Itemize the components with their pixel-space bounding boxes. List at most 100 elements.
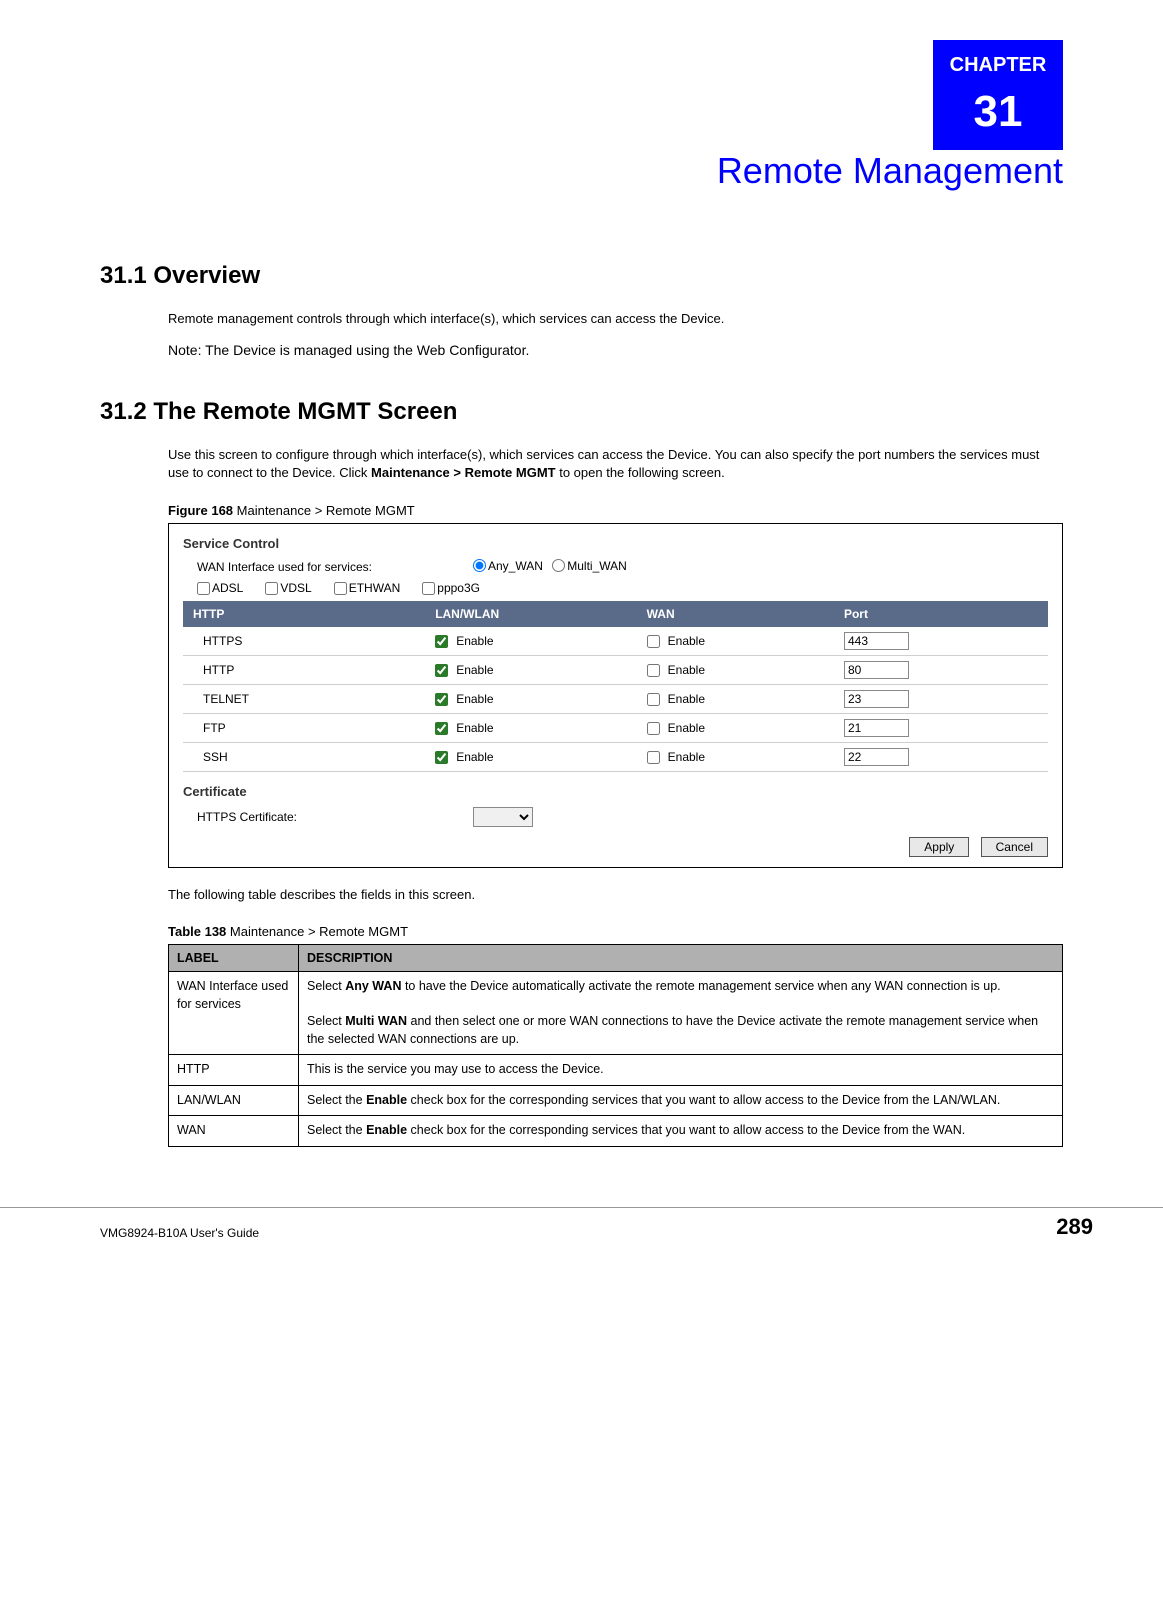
ethwan-check-wrap[interactable]: ETHWAN: [334, 581, 401, 595]
svc-name: SSH: [183, 743, 425, 772]
service-control-title: Service Control: [183, 536, 1048, 551]
ethwan-checkbox[interactable]: [334, 582, 347, 595]
mgmt-para-bold: Maintenance > Remote MGMT: [371, 465, 556, 480]
enable-label: Enable: [668, 721, 705, 735]
enable-label: Enable: [668, 750, 705, 764]
table-row: SSH Enable Enable: [183, 743, 1048, 772]
table-row: LAN/WLAN Select the Enable check box for…: [169, 1085, 1063, 1116]
section-overview-heading: 31.1 Overview: [100, 262, 1063, 290]
lan-enable-checkbox[interactable]: [435, 751, 448, 764]
vdsl-check-wrap[interactable]: VDSL: [265, 581, 311, 595]
desc-label-2: LAN/WLAN: [169, 1085, 299, 1116]
enable-label: Enable: [668, 692, 705, 706]
figure-label-b: Figure 168: [168, 503, 233, 518]
table-row: HTTP Enable Enable: [183, 656, 1048, 685]
pppo3g-check-wrap[interactable]: pppo3G: [422, 581, 480, 595]
desc-th-desc: DESCRIPTION: [299, 945, 1063, 972]
desc-label-0: WAN Interface used for services: [169, 972, 299, 1055]
port-input[interactable]: [844, 632, 909, 650]
adsl-label: ADSL: [212, 581, 243, 595]
ethwan-label: ETHWAN: [349, 581, 401, 595]
chapter-number: 31: [950, 87, 1047, 137]
adsl-checkbox[interactable]: [197, 582, 210, 595]
lan-enable-checkbox[interactable]: [435, 635, 448, 648]
mgmt-para: Use this screen to configure through whi…: [168, 446, 1063, 482]
desc-cell-2: Select the Enable check box for the corr…: [299, 1085, 1063, 1116]
lan-enable-checkbox[interactable]: [435, 722, 448, 735]
cert-label: HTTPS Certificate:: [183, 810, 463, 824]
enable-label: Enable: [456, 721, 493, 735]
table-row: WAN Interface used for services Select A…: [169, 972, 1063, 1055]
enable-label: Enable: [456, 692, 493, 706]
wan-enable-checkbox[interactable]: [647, 693, 660, 706]
any-wan-radio[interactable]: [473, 559, 486, 572]
service-table: HTTP LAN/WLAN WAN Port HTTPS Enable Enab…: [183, 601, 1048, 772]
table-caption: Maintenance > Remote MGMT: [226, 924, 408, 939]
cancel-button[interactable]: Cancel: [981, 837, 1048, 857]
wan-interface-row: WAN Interface used for services: Any_WAN…: [183, 559, 1048, 576]
enable-label: Enable: [668, 663, 705, 677]
enable-label: Enable: [668, 634, 705, 648]
table-row: HTTPS Enable Enable: [183, 627, 1048, 656]
wan-enable-checkbox[interactable]: [647, 664, 660, 677]
table-row: HTTP This is the service you may use to …: [169, 1055, 1063, 1086]
wan-enable-checkbox[interactable]: [647, 635, 660, 648]
vdsl-label: VDSL: [280, 581, 311, 595]
lan-enable-checkbox[interactable]: [435, 664, 448, 677]
mgmt-para-after: to open the following screen.: [556, 465, 725, 480]
svc-name: HTTPS: [183, 627, 425, 656]
chapter-number-badge: CHAPTER 31: [933, 40, 1063, 150]
multi-wan-label: Multi_WAN: [567, 559, 627, 573]
certificate-title: Certificate: [183, 784, 1048, 799]
table-label: Table 138 Maintenance > Remote MGMT: [168, 924, 1063, 939]
overview-note: Note: The Device is managed using the We…: [168, 342, 1063, 358]
proto-check-row: ADSL VDSL ETHWAN pppo3G: [183, 581, 1048, 595]
figure-label: Figure 168 Maintenance > Remote MGMT: [168, 503, 1063, 518]
port-input[interactable]: [844, 690, 909, 708]
remote-mgmt-screenshot: Service Control WAN Interface used for s…: [168, 523, 1063, 869]
wan-enable-checkbox[interactable]: [647, 751, 660, 764]
desc-th-label: LABEL: [169, 945, 299, 972]
cert-select[interactable]: [473, 807, 533, 827]
svc-name: TELNET: [183, 685, 425, 714]
chapter-title: Remote Management: [100, 150, 1063, 192]
lan-enable-checkbox[interactable]: [435, 693, 448, 706]
description-table: LABEL DESCRIPTION WAN Interface used for…: [168, 944, 1063, 1147]
pppo3g-checkbox[interactable]: [422, 582, 435, 595]
section-mgmt-heading: 31.2 The Remote MGMT Screen: [100, 398, 1063, 426]
table-row: WAN Select the Enable check box for the …: [169, 1116, 1063, 1147]
table-row: FTP Enable Enable: [183, 714, 1048, 743]
figure-caption: Maintenance > Remote MGMT: [233, 503, 415, 518]
apply-button[interactable]: Apply: [909, 837, 969, 857]
table-label-b: Table 138: [168, 924, 226, 939]
cert-row: HTTPS Certificate:: [183, 807, 1048, 827]
any-wan-radio-wrap[interactable]: Any_WAN: [473, 559, 543, 573]
svc-name: HTTP: [183, 656, 425, 685]
desc-cell-3: Select the Enable check box for the corr…: [299, 1116, 1063, 1147]
footer-guide: VMG8924-B10A User's Guide: [100, 1226, 259, 1240]
desc-cell-0: Select Any WAN to have the Device automa…: [299, 972, 1063, 1055]
vdsl-checkbox[interactable]: [265, 582, 278, 595]
enable-label: Enable: [456, 750, 493, 764]
svc-name: FTP: [183, 714, 425, 743]
port-input[interactable]: [844, 719, 909, 737]
col-http: HTTP: [183, 601, 425, 627]
wan-enable-checkbox[interactable]: [647, 722, 660, 735]
page-number: 289: [1056, 1214, 1093, 1240]
enable-label: Enable: [456, 634, 493, 648]
desc-cell-1: This is the service you may use to acces…: [299, 1055, 1063, 1086]
desc-label-1: HTTP: [169, 1055, 299, 1086]
port-input[interactable]: [844, 661, 909, 679]
enable-label: Enable: [456, 663, 493, 677]
col-lan: LAN/WLAN: [425, 601, 636, 627]
any-wan-label: Any_WAN: [488, 559, 543, 573]
overview-para: Remote management controls through which…: [168, 310, 1063, 328]
pppo3g-label: pppo3G: [437, 581, 480, 595]
desc-label-3: WAN: [169, 1116, 299, 1147]
chapter-label: CHAPTER: [950, 54, 1047, 77]
port-input[interactable]: [844, 748, 909, 766]
multi-wan-radio-wrap[interactable]: Multi_WAN: [552, 559, 627, 573]
adsl-check-wrap[interactable]: ADSL: [197, 581, 243, 595]
multi-wan-radio[interactable]: [552, 559, 565, 572]
button-row: Apply Cancel: [183, 837, 1048, 857]
